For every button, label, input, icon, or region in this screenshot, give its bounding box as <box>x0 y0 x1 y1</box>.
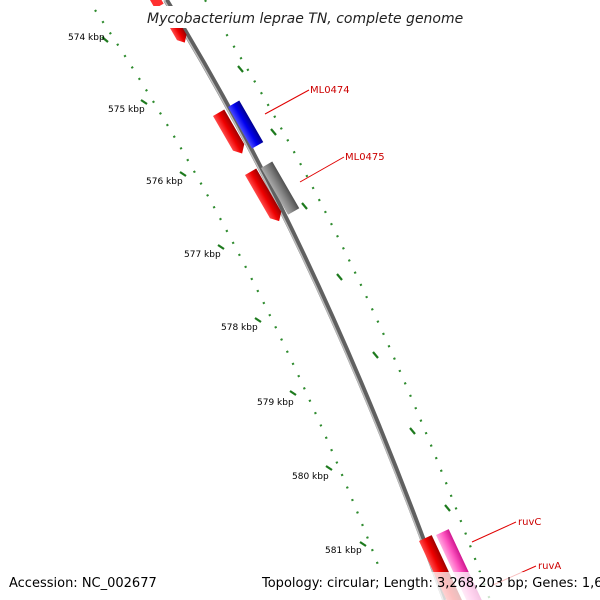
label-connectors <box>264 89 537 586</box>
tick-label-578: 578 kbp <box>221 323 258 333</box>
tick-label-580: 580 kbp <box>292 472 329 482</box>
tick-label-575: 575 kbp <box>108 105 145 115</box>
genome-backbone <box>163 0 448 600</box>
tick-label-576: 576 kbp <box>146 177 183 187</box>
major-ticks <box>101 36 367 547</box>
genome-backbone-highlight <box>163 0 444 600</box>
cds-ml0474[interactable] <box>228 100 264 149</box>
gene-label-ml0475[interactable]: ML0475 <box>345 152 385 163</box>
cds-red-1[interactable] <box>213 109 248 157</box>
title-backdrop <box>146 6 454 28</box>
gene-label-ml0474[interactable]: ML0474 <box>310 85 350 96</box>
cds-top-fragment[interactable] <box>150 0 164 9</box>
gene-label-ruva[interactable]: ruvA <box>538 561 561 572</box>
outer-major-ticks <box>237 65 451 512</box>
accession-text: Accession: NC_002677 <box>9 576 157 591</box>
footer-backdrop <box>0 572 600 600</box>
cds-red-2[interactable] <box>245 168 285 225</box>
genome-summary-text: Topology: circular; Length: 3,268,203 bp… <box>261 576 600 591</box>
tick-label-581: 581 kbp <box>325 546 362 556</box>
tick-label-579: 579 kbp <box>257 398 294 408</box>
tick-label-574: 574 kbp <box>68 33 105 43</box>
gene-label-ruvc[interactable]: ruvC <box>518 517 541 528</box>
cds-ml0475[interactable] <box>261 161 300 215</box>
tick-label-577: 577 kbp <box>184 250 221 260</box>
map-title: Mycobacterium leprae TN, complete genome <box>147 11 463 27</box>
